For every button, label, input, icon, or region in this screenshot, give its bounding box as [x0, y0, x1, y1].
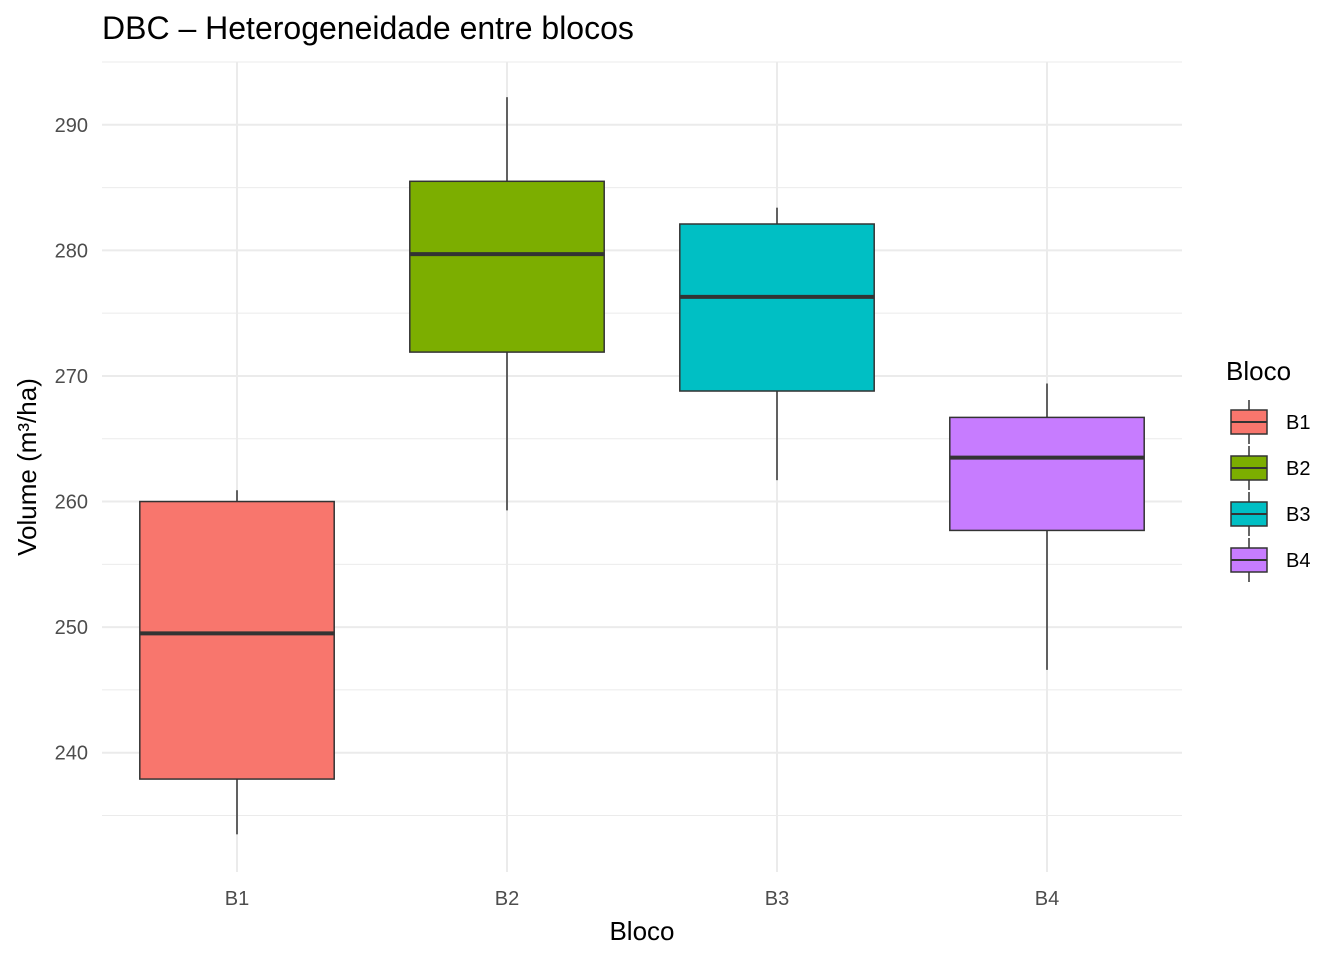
boxes [139, 97, 1145, 835]
legend-title: Bloco [1226, 356, 1291, 386]
x-tick-label: B1 [225, 888, 249, 910]
legend: Bloco B1 B2 B3 B4 [1226, 356, 1310, 582]
x-axis-title: Bloco [609, 916, 674, 946]
legend-label: B3 [1286, 504, 1310, 526]
legend-label: B1 [1286, 412, 1310, 434]
box-B1 [139, 500, 335, 780]
y-tick-label: 290 [55, 115, 88, 137]
x-axis-ticks: B1 B2 B3 B4 [225, 888, 1059, 910]
y-tick-label: 260 [55, 492, 88, 514]
x-tick-label: B2 [495, 888, 519, 910]
legend-label: B2 [1286, 458, 1310, 480]
box-B3 [679, 223, 875, 392]
x-tick-label: B4 [1035, 888, 1059, 910]
chart-title: DBC – Heterogeneidade entre blocos [102, 10, 634, 46]
box-B2 [409, 180, 605, 353]
y-tick-label: 270 [55, 366, 88, 388]
y-axis-title: Volume (m³/ha) [12, 378, 42, 556]
y-tick-label: 240 [55, 743, 88, 765]
y-tick-label: 250 [55, 617, 88, 639]
x-tick-label: B3 [765, 888, 789, 910]
legend-label: B4 [1286, 550, 1310, 572]
box-B4 [949, 416, 1145, 532]
y-tick-label: 280 [55, 240, 88, 262]
y-axis-ticks: 240 250 260 270 280 290 [55, 115, 88, 765]
